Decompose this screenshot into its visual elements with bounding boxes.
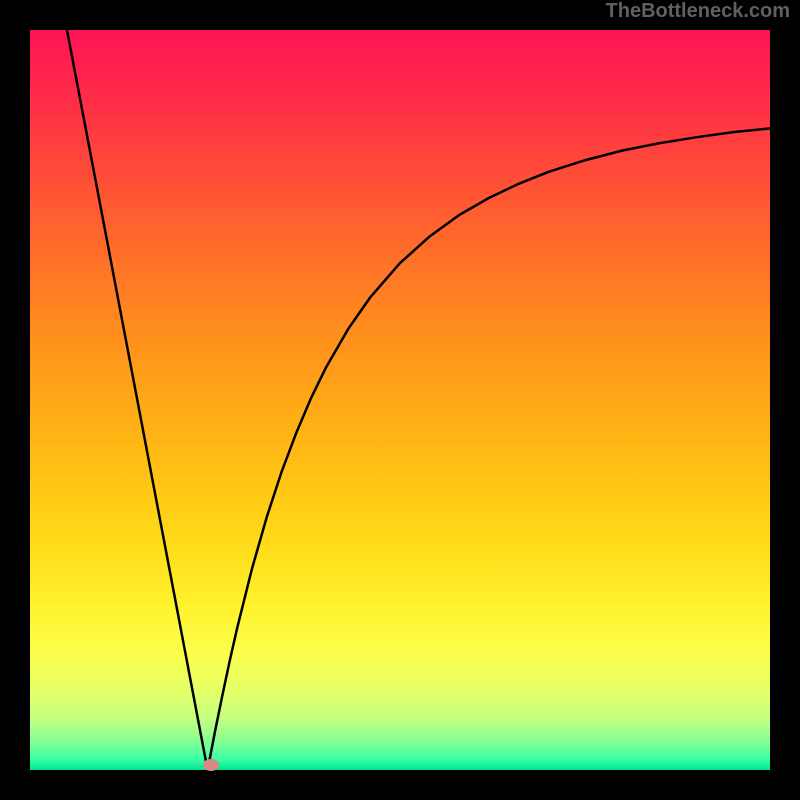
plot-area [30, 30, 770, 770]
attribution-text: TheBottleneck.com [606, 0, 790, 23]
bottleneck-curve [30, 30, 770, 770]
minimum-marker [203, 759, 219, 771]
